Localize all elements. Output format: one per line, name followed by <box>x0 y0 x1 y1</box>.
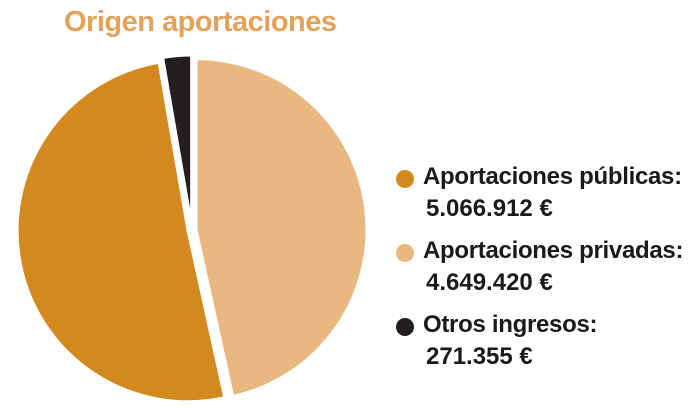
pie-slice-publicas <box>15 60 227 404</box>
legend-dot-otros <box>396 318 414 336</box>
legend-dot-publicas <box>396 170 414 188</box>
legend-item-otros: Otros ingresos: 271.355 € <box>396 308 696 372</box>
legend-value-privadas: 4.649.420 € <box>426 269 553 296</box>
legend-label-publicas: Aportaciones públicas: <box>423 163 682 190</box>
legend-item-privadas: Aportaciones privadas: 4.649.420 € <box>396 234 696 298</box>
pie-slice-otros <box>160 53 194 227</box>
legend-item-publicas: Aportaciones públicas: 5.066.912 € <box>396 160 696 224</box>
chart-title: Origen aportaciones <box>64 6 337 38</box>
legend-label-privadas: Aportaciones privadas: <box>423 237 684 264</box>
legend-value-otros: 271.355 € <box>426 343 533 370</box>
legend: Aportaciones públicas: 5.066.912 € Aport… <box>396 160 696 382</box>
legend-value-publicas: 5.066.912 € <box>426 195 553 222</box>
pie-slice-privadas <box>194 57 369 399</box>
legend-dot-privadas <box>396 244 414 262</box>
legend-label-otros: Otros ingresos: <box>423 311 598 338</box>
